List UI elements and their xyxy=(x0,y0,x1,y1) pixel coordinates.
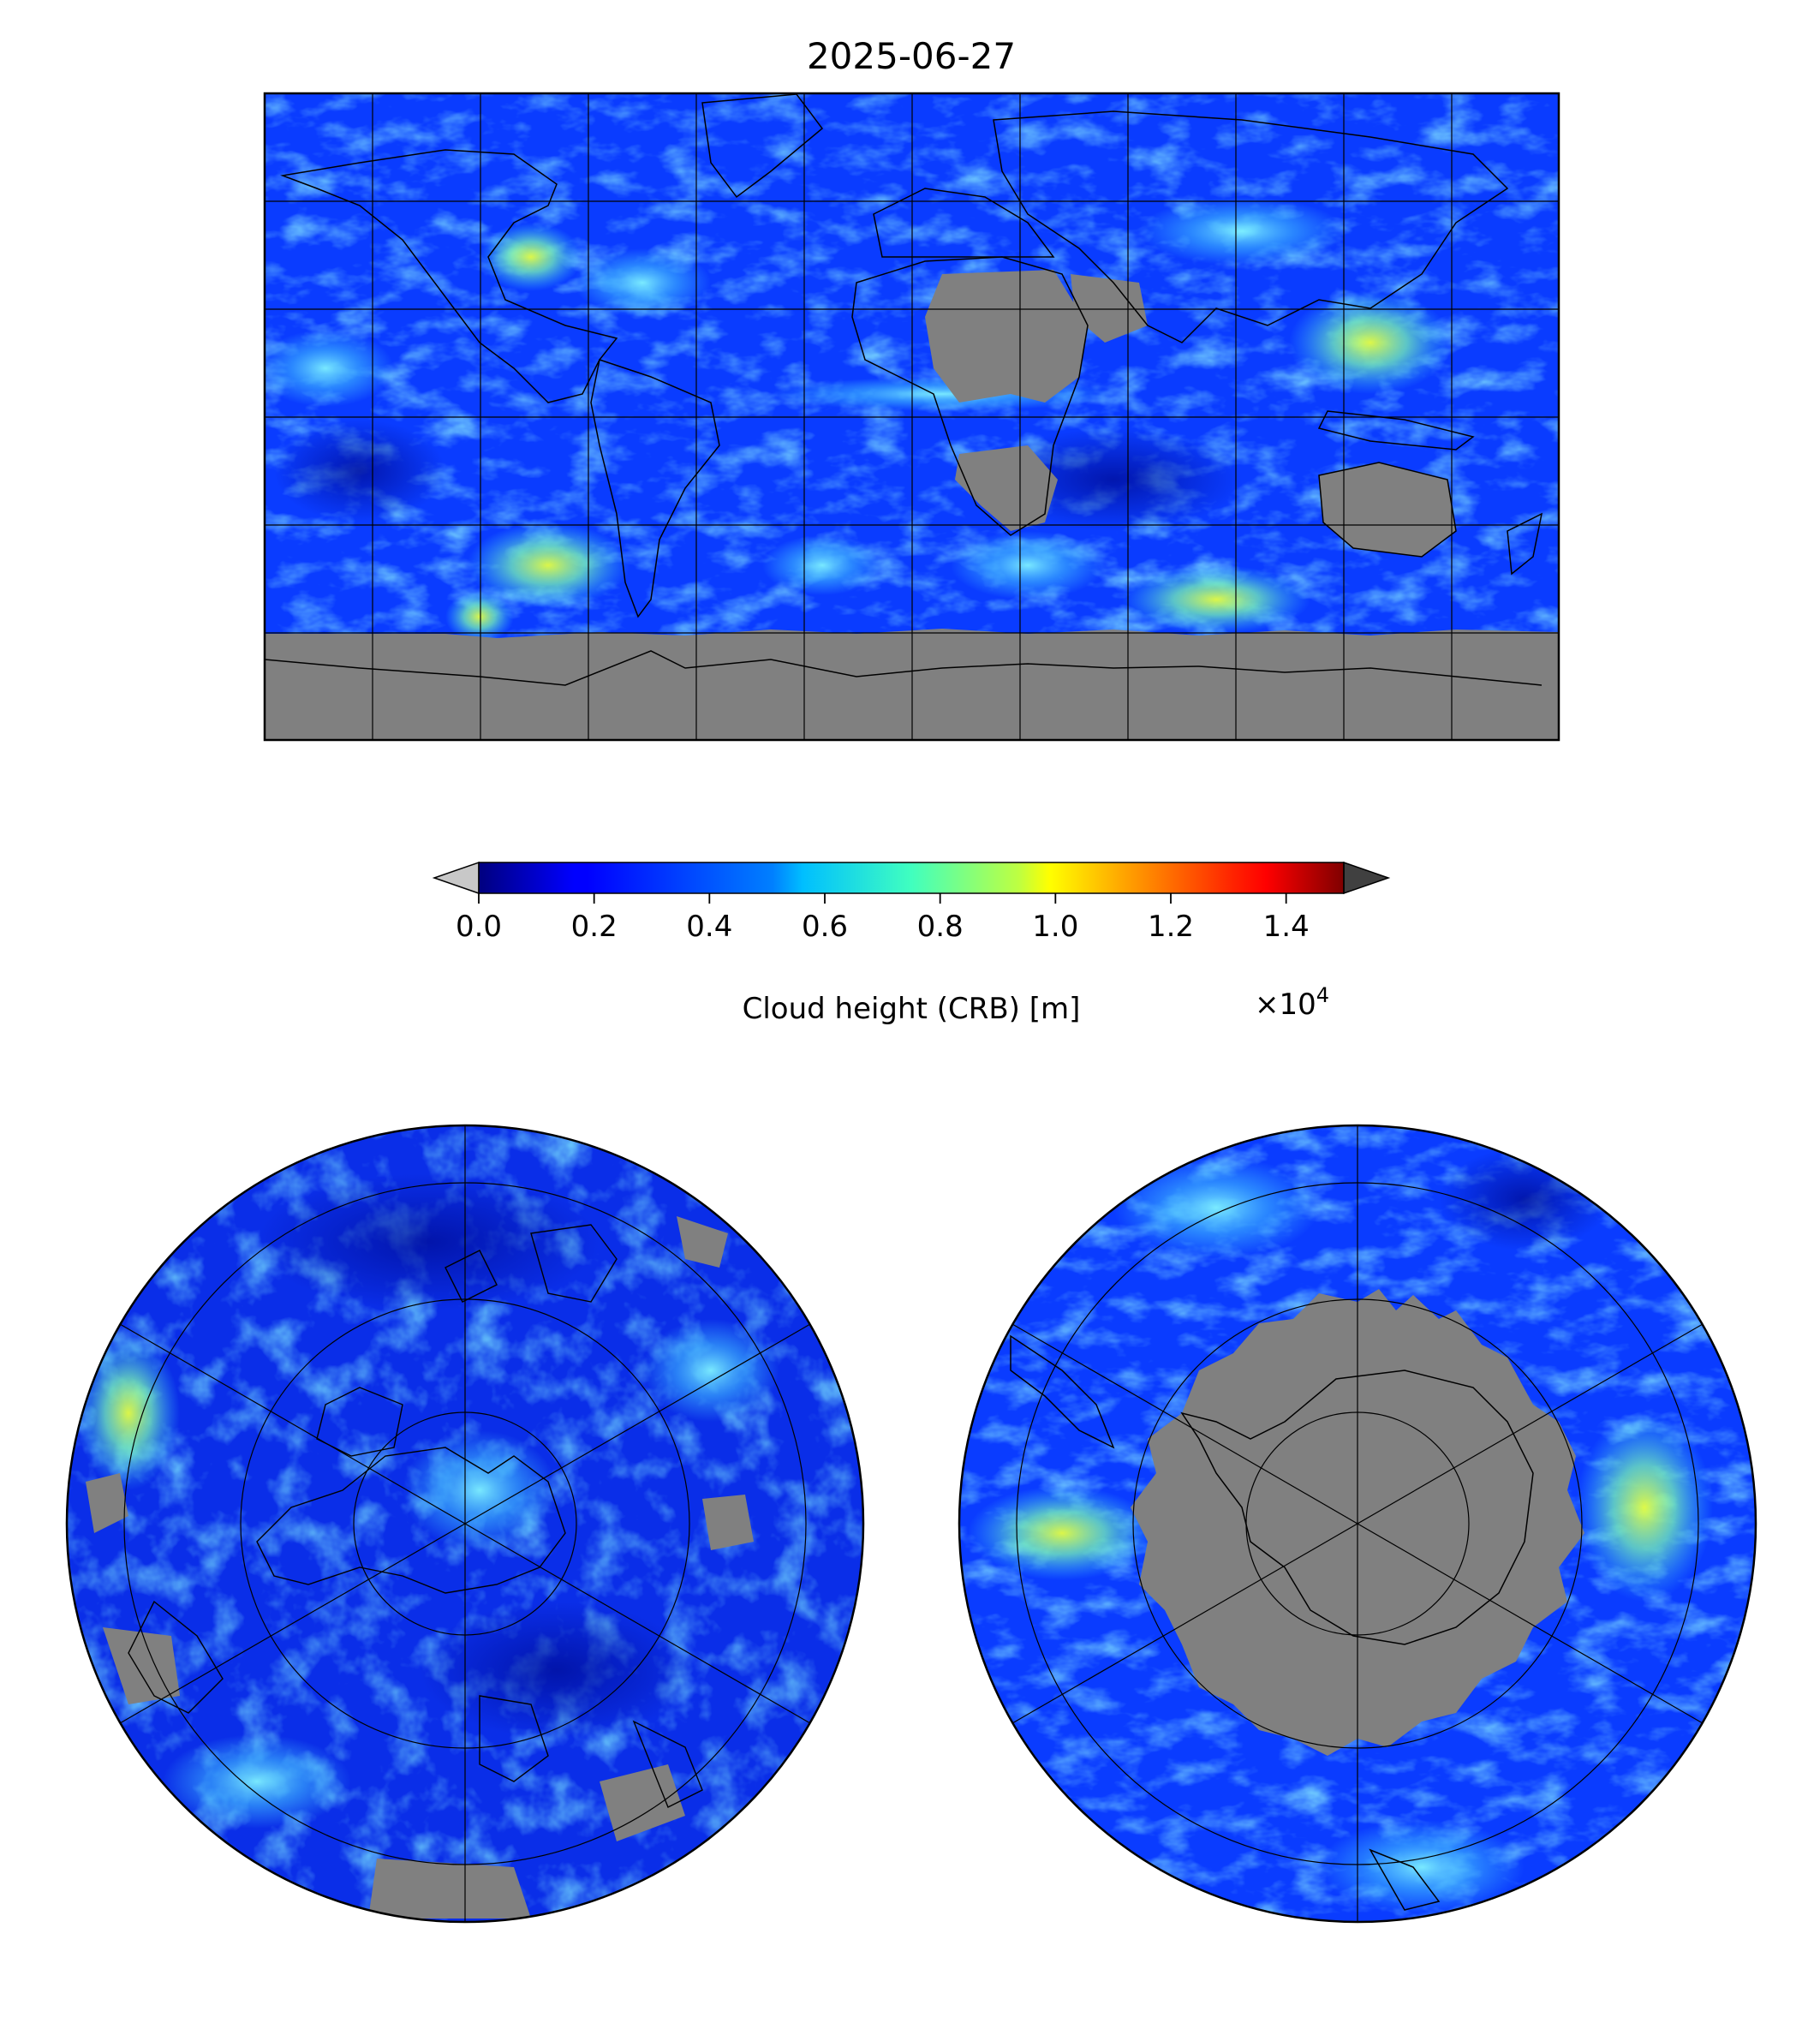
south-polar-coastlines xyxy=(1010,1334,1534,1911)
cloud-band xyxy=(480,223,582,291)
cloud-band xyxy=(1122,565,1310,634)
missing-data-australia xyxy=(1319,462,1456,557)
colorbar-multiplier-exponent: 4 xyxy=(1316,983,1329,1007)
colorbar-tick-label: 0.2 xyxy=(571,910,618,944)
south-polar-frame xyxy=(958,1124,1757,1924)
figure-title: 2025-06-27 xyxy=(807,35,1016,77)
cloud-band xyxy=(274,420,445,522)
global-coastlines xyxy=(265,93,1543,686)
north-polar-frame xyxy=(65,1124,865,1924)
cloud-band xyxy=(1139,197,1345,266)
colorbar-tick-label: 1.2 xyxy=(1148,910,1194,944)
cloud-band xyxy=(77,1336,180,1490)
cloud-band xyxy=(1113,1156,1319,1259)
cloud-band xyxy=(951,531,1105,600)
colorbar-tick-label: 0.6 xyxy=(802,910,848,944)
north-polar-map xyxy=(65,1124,865,1924)
cloud-band xyxy=(163,1734,351,1829)
global-gridlines xyxy=(265,93,1559,740)
colorbar-multiplier: ×104 xyxy=(1255,983,1329,1022)
cloud-band xyxy=(1319,1820,1525,1914)
colorbar-multiplier-base: ×10 xyxy=(1255,988,1316,1022)
cloud-band xyxy=(445,591,514,642)
missing-data-patch xyxy=(702,1495,754,1550)
cloud-band xyxy=(265,330,394,407)
south-polar-gridlines xyxy=(1011,1125,1704,1922)
colorbar-label: Cloud height (CRB) [m] xyxy=(743,992,1081,1026)
cloud-band xyxy=(968,1486,1156,1580)
north-polar-gridlines xyxy=(119,1125,811,1922)
south-polar-map xyxy=(958,1124,1757,1924)
colorbar-tick-label: 0.0 xyxy=(456,910,502,944)
global-map xyxy=(263,92,1560,742)
missing-data-patch xyxy=(600,1764,685,1841)
cloud-band xyxy=(403,1430,557,1550)
colorbar: 0.0 0.2 0.4 0.6 0.8 1.0 1.2 1.4 Cloud height (C… xyxy=(432,861,1391,1026)
global-map-frame xyxy=(263,92,1560,742)
cloud-band xyxy=(574,248,711,317)
cloud-band xyxy=(642,1319,779,1422)
colorbar-over-extension xyxy=(1343,861,1391,895)
colorbar-tick-label: 1.0 xyxy=(1032,910,1078,944)
cloud-band xyxy=(1289,291,1452,394)
missing-data-patch xyxy=(368,1859,531,1919)
colorbar-tick-label: 1.4 xyxy=(1263,910,1310,944)
missing-data-patch xyxy=(677,1216,728,1268)
colorbar-frame xyxy=(478,862,1345,894)
colorbar-ticks: 0.0 0.2 0.4 0.6 0.8 1.0 1.2 1.4 xyxy=(456,893,1310,944)
cloud-band xyxy=(420,1602,694,1739)
colorbar-under-extension xyxy=(432,861,480,895)
missing-data-southern-africa xyxy=(955,445,1058,531)
colorbar-tick-label: 0.4 xyxy=(686,910,732,944)
missing-data-patch xyxy=(86,1473,128,1533)
missing-data-patch xyxy=(103,1627,180,1704)
colorbar-tick-label: 0.8 xyxy=(917,910,964,944)
colorbar-gradient xyxy=(479,862,1344,893)
north-polar-coastlines xyxy=(128,1224,703,1808)
cloud-band xyxy=(762,535,882,595)
missing-data-africa xyxy=(925,270,1088,403)
cloud-band xyxy=(257,1173,600,1310)
cloud-band xyxy=(1576,1413,1713,1602)
